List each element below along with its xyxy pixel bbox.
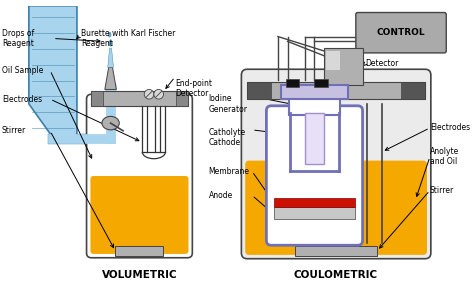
FancyBboxPatch shape <box>356 12 446 53</box>
Circle shape <box>144 89 154 99</box>
Text: Electrodes: Electrodes <box>2 95 42 104</box>
FancyBboxPatch shape <box>245 161 427 255</box>
FancyBboxPatch shape <box>91 176 189 254</box>
Polygon shape <box>108 48 113 67</box>
Text: Stirrer: Stirrer <box>430 186 454 195</box>
FancyBboxPatch shape <box>87 94 192 258</box>
Text: Anolyte
and Oil: Anolyte and Oil <box>430 147 459 166</box>
Polygon shape <box>105 67 116 89</box>
Bar <box>305 114 324 163</box>
Text: Stirrer: Stirrer <box>2 126 26 135</box>
Bar <box>91 92 188 106</box>
Circle shape <box>154 89 164 99</box>
Bar <box>281 85 348 99</box>
Bar <box>274 207 355 219</box>
Bar <box>115 246 164 256</box>
Text: Catholyte
Cathode: Catholyte Cathode <box>209 128 246 147</box>
Bar <box>176 92 188 106</box>
Ellipse shape <box>109 40 112 46</box>
Bar <box>247 82 271 99</box>
Text: End-point
Detector: End-point Detector <box>175 79 212 98</box>
Text: Burette with Karl Fischer
Reagent: Burette with Karl Fischer Reagent <box>81 29 175 48</box>
Ellipse shape <box>108 32 111 37</box>
Text: Oil Sample: Oil Sample <box>2 66 43 75</box>
FancyBboxPatch shape <box>241 69 431 259</box>
Text: COULOMETRIC: COULOMETRIC <box>293 270 378 280</box>
Bar <box>91 92 103 106</box>
Bar <box>401 82 425 99</box>
Ellipse shape <box>102 116 119 130</box>
Text: Anode: Anode <box>209 191 233 200</box>
Bar <box>314 79 328 87</box>
Bar <box>295 246 377 256</box>
Bar <box>326 51 340 70</box>
Bar <box>274 198 355 207</box>
Text: VOLUMETRIC: VOLUMETRIC <box>101 270 177 280</box>
FancyBboxPatch shape <box>266 106 363 245</box>
Bar <box>289 94 340 115</box>
Text: Electrodes: Electrodes <box>430 124 470 132</box>
Bar <box>286 79 299 87</box>
Polygon shape <box>29 6 77 137</box>
Text: Drops of
Reagent: Drops of Reagent <box>2 29 34 48</box>
Text: Detector: Detector <box>365 59 399 68</box>
Text: CONTROL: CONTROL <box>377 28 425 37</box>
Text: Membrane: Membrane <box>209 167 250 176</box>
Bar <box>324 48 363 85</box>
Bar <box>247 82 425 99</box>
Text: Iodine
Generator: Iodine Generator <box>209 94 248 114</box>
